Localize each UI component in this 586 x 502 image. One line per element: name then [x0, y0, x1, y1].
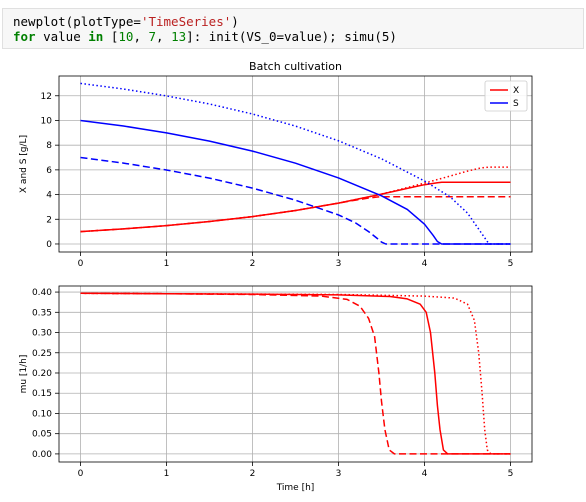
x-tick-label: 5	[508, 259, 514, 269]
code-token: ]: init(VS_0=value); simu(5)	[186, 29, 397, 44]
series-line-mu-solid	[80, 292, 511, 455]
code-token: value	[35, 29, 89, 44]
chart-growth-rate: 0 1 2 3 4 5 0.00 0.05 0.10 0.15 0.20 0.25 0.30 0.35 0.…	[19, 285, 533, 493]
x-tick-label: 0	[78, 469, 84, 479]
y-tick-label: 4	[46, 191, 52, 201]
y-tick-label: 0.15	[32, 389, 52, 399]
x-tick-label: 3	[336, 259, 342, 269]
y-tick-label: 0.35	[32, 308, 52, 318]
y-tick-label: 0.05	[32, 430, 52, 440]
x-axis-label: Time [h]	[276, 483, 315, 493]
code-keyword: in	[88, 29, 104, 44]
y-tick-label: 0	[46, 240, 52, 250]
code-keyword: for	[13, 29, 36, 44]
x-tick-label: 2	[250, 259, 256, 269]
code-token: [	[103, 29, 119, 44]
series-line-x-dotted	[80, 166, 511, 233]
axes-frame	[58, 285, 533, 463]
y-tick-label: 2	[46, 215, 52, 225]
code-token: newplot(plotType=	[13, 14, 141, 29]
x-tick-label: 4	[422, 259, 428, 269]
y-tick-label: 0.40	[32, 288, 52, 298]
code-token: ,	[156, 29, 172, 44]
y-tick-label: 0.30	[32, 329, 52, 339]
code-input[interactable]: newplot(plotType='TimeSeries') for value…	[13, 14, 397, 44]
series-line-s-dashed	[80, 156, 511, 245]
code-number: 13	[171, 29, 187, 44]
legend-box	[484, 80, 528, 112]
y-tick-label: 0.25	[32, 349, 52, 359]
series-line-mu-dashed	[80, 292, 511, 455]
x-tick-label: 1	[164, 469, 170, 479]
axes-frame	[58, 75, 533, 253]
y-tick-label: 6	[46, 166, 52, 176]
y-axis-label: mu [1/h]	[19, 355, 29, 394]
y-tick-label: 0.20	[32, 369, 52, 379]
y-tick-label: 0.00	[32, 450, 52, 460]
code-token: ,	[133, 29, 149, 44]
series-line-s-dotted	[80, 82, 511, 245]
x-tick-label: 1	[164, 259, 170, 269]
code-cell[interactable]: newplot(plotType='TimeSeries') for value…	[2, 8, 584, 49]
y-tick-label: 0.10	[32, 409, 52, 419]
x-tick-label: 4	[422, 469, 428, 479]
x-tick-label: 0	[78, 259, 84, 269]
series-line-x-solid	[80, 181, 511, 233]
series-line-mu-dotted	[80, 292, 511, 455]
x-tick-label: 2	[250, 469, 256, 479]
code-token: )	[231, 14, 239, 29]
y-tick-label: 12	[41, 92, 52, 102]
code-number: 10	[118, 29, 134, 44]
code-string: 'TimeSeries'	[140, 14, 232, 29]
legend-label-x: X	[513, 86, 519, 96]
code-number: 7	[148, 29, 157, 44]
y-axis-label: X and S [g/L]	[19, 135, 29, 193]
x-tick-label: 5	[508, 469, 514, 479]
chart-title: Batch cultivation	[249, 60, 342, 73]
x-tick-label: 3	[336, 469, 342, 479]
series-line-s-solid	[80, 119, 511, 245]
y-tick-label: 8	[46, 141, 52, 151]
legend-label-s: S	[513, 99, 519, 109]
series-line-x-dashed	[80, 195, 511, 233]
y-tick-label: 10	[41, 116, 53, 126]
